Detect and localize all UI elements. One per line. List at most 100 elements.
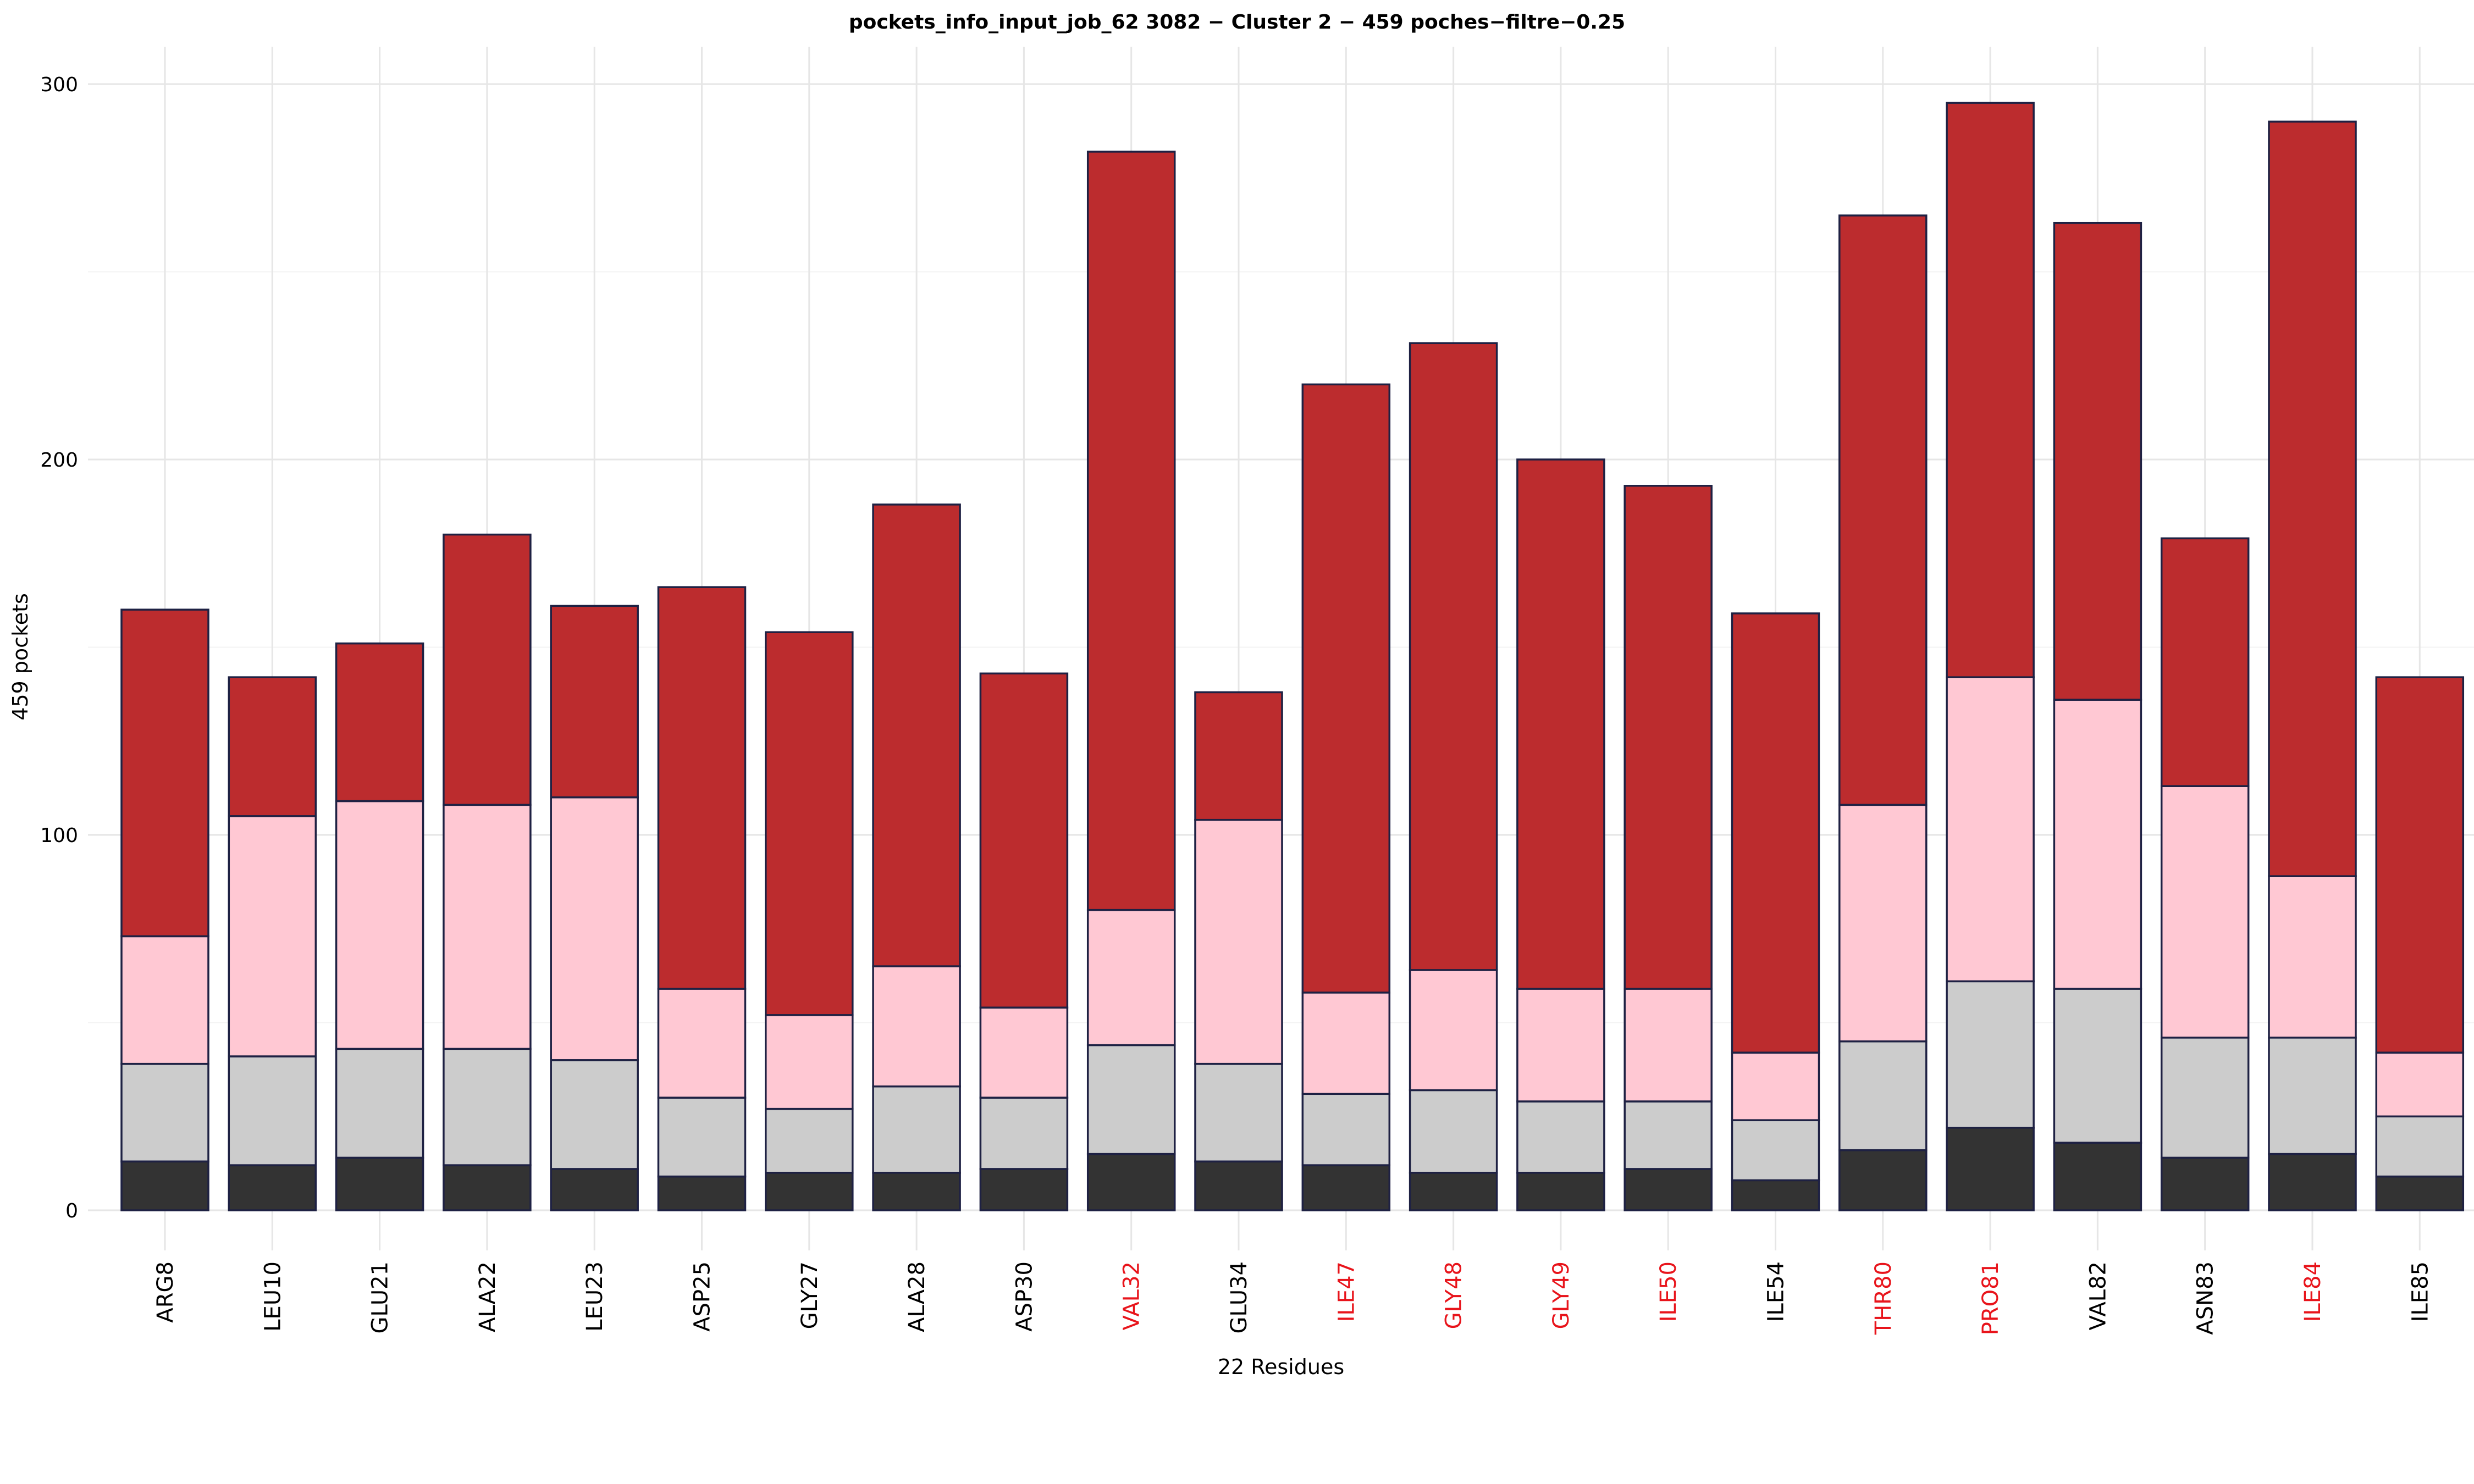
bar-segment-gly48-1: [1409, 1089, 1498, 1174]
bar-segment-asp30-0: [979, 1168, 1069, 1211]
bar-segment-gly27-3: [765, 631, 854, 1016]
bar-segment-glu34-3: [1194, 691, 1283, 821]
bar-segment-ile50-2: [1623, 988, 1713, 1103]
bar-segment-glu34-1: [1194, 1062, 1283, 1162]
y-axis-ticks: 0 100 200 300: [40, 74, 78, 1222]
bar-segment-asp25-1: [657, 1097, 747, 1178]
bar-segment-arg8-2: [120, 935, 209, 1065]
x-tick-label: ARG8: [153, 1261, 178, 1323]
x-tick-label: ASP25: [690, 1261, 715, 1332]
bar-segment-asp25-0: [657, 1175, 747, 1211]
bar-segment-gly27-0: [765, 1171, 854, 1211]
bar-segment-glu21-2: [335, 800, 424, 1050]
bar-segment-ile47-0: [1301, 1164, 1391, 1211]
bar-segment-val32-0: [1086, 1153, 1176, 1211]
bar-segment-leu10-3: [228, 676, 317, 817]
bar-segment-val82-2: [2053, 699, 2142, 990]
bar-segment-ile47-1: [1301, 1093, 1391, 1166]
x-axis-label: 22 Residues: [1218, 1355, 1344, 1379]
bar-segment-gly48-3: [1409, 342, 1498, 971]
y-tick-label: 0: [65, 1200, 78, 1222]
x-tick-label: ILE85: [2407, 1261, 2433, 1322]
bar-segment-ile50-0: [1623, 1168, 1713, 1211]
y-tick-label: 200: [40, 449, 78, 472]
bar-segment-ile54-1: [1731, 1119, 1820, 1182]
y-tick-label: 100: [40, 824, 78, 847]
bar-segment-ile85-0: [2375, 1175, 2465, 1211]
x-tick-label: VAL32: [1119, 1261, 1145, 1330]
bar-segment-arg8-1: [120, 1062, 209, 1162]
x-tick-label: ALA28: [904, 1261, 930, 1332]
bar-segment-gly49-0: [1516, 1171, 1605, 1211]
bar-segment-glu34-0: [1194, 1160, 1283, 1211]
y-tick-label: 300: [40, 74, 78, 96]
bar-segment-ile50-3: [1623, 485, 1713, 990]
x-tick-label: GLY49: [1549, 1261, 1574, 1329]
bar-segment-ile84-3: [2268, 120, 2357, 877]
bar-segment-pro81-0: [1946, 1126, 2035, 1211]
bar-segment-ile54-0: [1731, 1179, 1820, 1211]
x-tick-label: GLU34: [1227, 1261, 1252, 1333]
bar-segment-glu21-1: [335, 1048, 424, 1159]
x-tick-label: ILE54: [1764, 1261, 1789, 1322]
bar-segment-thr80-2: [1838, 804, 1928, 1043]
bar-segment-asp25-3: [657, 586, 747, 990]
bar-segment-glu21-0: [335, 1156, 424, 1211]
bar-segment-pro81-3: [1946, 102, 2035, 678]
x-tick-label: GLU21: [368, 1261, 393, 1333]
x-tick-label: ALA22: [475, 1261, 500, 1332]
bar-segment-thr80-0: [1838, 1149, 1928, 1211]
bar-segment-val82-0: [2053, 1142, 2142, 1211]
bar-segment-ala22-0: [443, 1164, 532, 1211]
bar-segment-ile47-2: [1301, 992, 1391, 1095]
bar-segment-ala28-0: [872, 1171, 961, 1211]
bar-segment-ile84-1: [2268, 1037, 2357, 1155]
bar-segment-leu10-2: [228, 815, 317, 1057]
bar-segment-ile85-3: [2375, 676, 2465, 1054]
x-tick-label: PRO81: [1978, 1261, 2003, 1335]
bar-segment-leu23-2: [550, 796, 639, 1061]
x-tick-label: THR80: [1871, 1261, 1896, 1335]
x-tick-label: ILE50: [1656, 1261, 1681, 1322]
bar-segment-val82-1: [2053, 988, 2142, 1144]
bar-segment-ala22-2: [443, 804, 532, 1050]
bar-segment-ala28-2: [872, 965, 961, 1088]
bar-segment-gly48-0: [1409, 1171, 1498, 1211]
bar-segment-gly27-2: [765, 1014, 854, 1110]
chart-title: pockets_info_input_job_62 3082 − Cluster…: [849, 11, 1625, 34]
bar-segment-leu23-1: [550, 1059, 639, 1170]
bar-segment-gly49-2: [1516, 988, 1605, 1103]
bar-segment-thr80-1: [1838, 1040, 1928, 1151]
x-tick-label: ILE47: [1334, 1261, 1359, 1322]
bar-segment-thr80-3: [1838, 214, 1928, 806]
bar-segment-ile47-3: [1301, 383, 1391, 994]
bar-segment-leu23-0: [550, 1168, 639, 1211]
bar-segment-gly48-2: [1409, 969, 1498, 1092]
bar-segment-asn83-3: [2160, 537, 2250, 787]
x-tick-label: ASN83: [2193, 1261, 2218, 1335]
bars: [120, 102, 2465, 1211]
bar-segment-gly49-3: [1516, 458, 1605, 990]
bar-segment-leu23-3: [550, 605, 639, 799]
bar-segment-leu10-1: [228, 1055, 317, 1166]
x-tick-label: GLY48: [1442, 1261, 1467, 1329]
bar-segment-glu34-2: [1194, 818, 1283, 1065]
bar-segment-gly27-1: [765, 1108, 854, 1174]
bar-segment-asp30-3: [979, 672, 1069, 1009]
x-axis-ticks: ARG8 LEU10 GLU21 ALA22 LEU23 ASP25 GLY27 ALA28 A…: [153, 1261, 2433, 1335]
bar-segment-val32-1: [1086, 1044, 1176, 1155]
x-tick-label: VAL82: [2085, 1261, 2111, 1330]
bar-segment-pro81-1: [1946, 980, 2035, 1129]
bar-segment-ala28-1: [872, 1085, 961, 1174]
bar-segment-ile85-1: [2375, 1115, 2465, 1178]
bar-segment-glu21-3: [335, 642, 424, 802]
bar-segment-ile84-0: [2268, 1153, 2357, 1211]
bar-segment-ile54-2: [1731, 1051, 1820, 1121]
bar-segment-val32-3: [1086, 151, 1176, 911]
bar-segment-ile50-1: [1623, 1100, 1713, 1170]
bar-segment-pro81-2: [1946, 676, 2035, 983]
x-tick-label: GLY27: [797, 1261, 822, 1329]
bar-segment-asn83-0: [2160, 1156, 2250, 1211]
